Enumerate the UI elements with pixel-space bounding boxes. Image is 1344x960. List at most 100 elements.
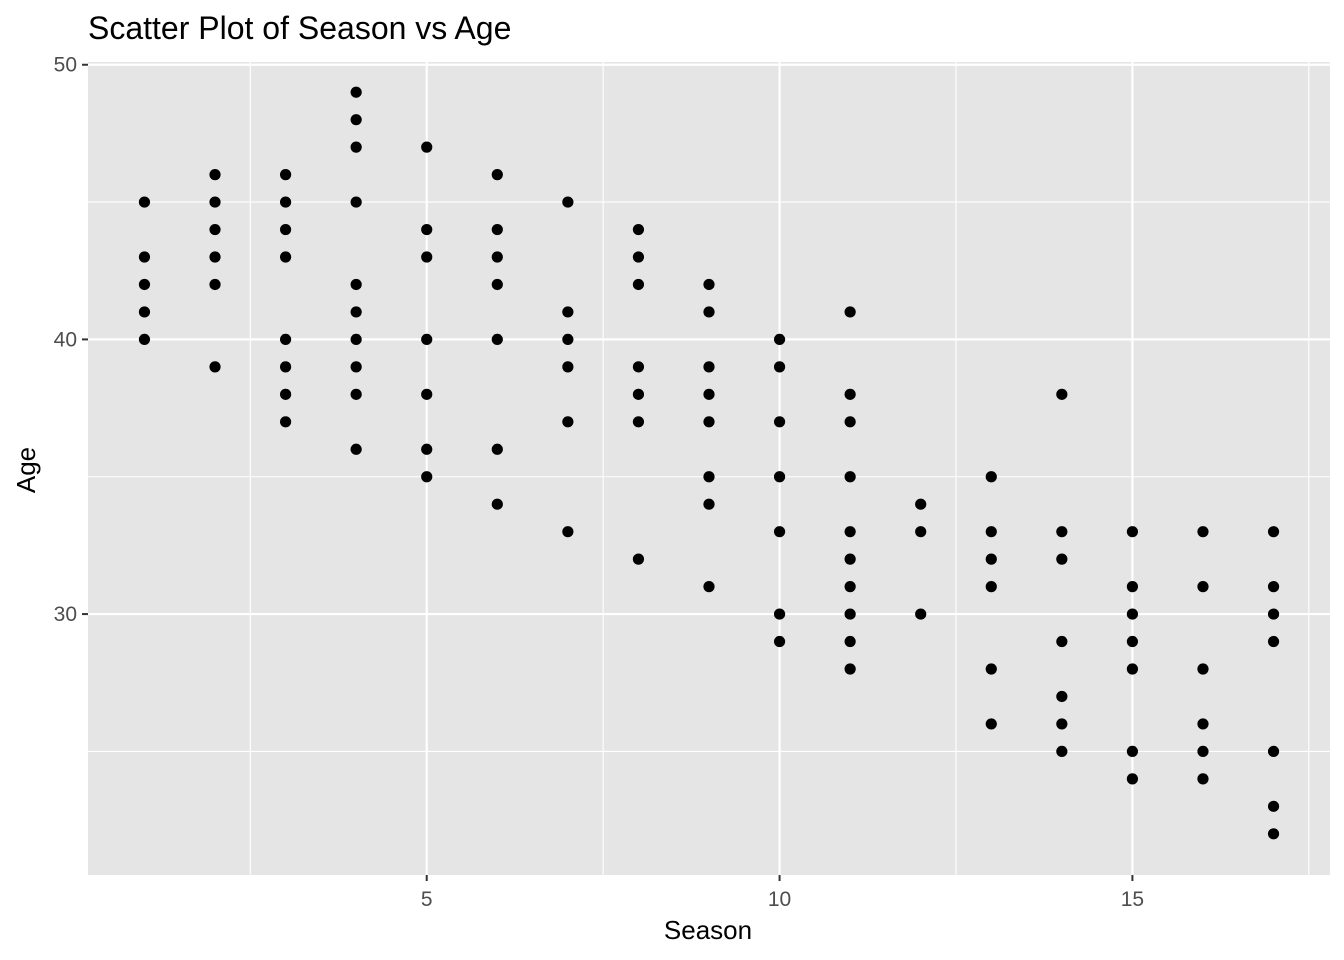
data-point	[844, 581, 856, 593]
data-point	[350, 306, 362, 318]
data-point	[209, 169, 221, 181]
data-point	[632, 278, 645, 291]
data-point	[985, 471, 997, 483]
data-point	[491, 251, 503, 263]
data-point	[1197, 773, 1209, 785]
data-point	[773, 333, 786, 346]
data-point	[1197, 526, 1209, 538]
major-gridlines	[88, 62, 1330, 875]
plot-panel	[88, 62, 1330, 875]
data-point	[1197, 663, 1209, 675]
data-point	[421, 471, 433, 483]
data-point	[915, 498, 927, 510]
data-point	[421, 443, 433, 455]
y-axis-label: Age	[11, 447, 41, 493]
data-point	[703, 278, 715, 291]
data-point	[985, 553, 997, 565]
data-point	[1197, 718, 1209, 730]
data-point	[1267, 800, 1280, 812]
y-tick-label: 40	[54, 328, 77, 351]
data-point	[562, 196, 574, 208]
data-point	[703, 416, 715, 428]
data-point	[421, 333, 433, 346]
data-point	[350, 278, 362, 291]
data-point	[350, 361, 362, 373]
data-point	[844, 416, 856, 428]
data-point	[985, 663, 997, 675]
data-point	[1056, 718, 1068, 730]
data-point	[279, 196, 292, 208]
data-point	[773, 361, 786, 373]
data-point	[209, 278, 221, 291]
data-point	[773, 608, 786, 620]
y-tick-label: 30	[54, 603, 77, 626]
data-point	[632, 223, 645, 236]
y-tick-label: 50	[54, 54, 77, 77]
data-point	[844, 663, 856, 675]
data-point	[915, 608, 927, 620]
data-point	[915, 526, 927, 538]
data-point	[632, 416, 645, 428]
data-point	[985, 718, 997, 730]
data-point	[844, 553, 856, 565]
data-point	[703, 581, 715, 593]
data-point	[1126, 773, 1139, 785]
data-point	[138, 333, 151, 346]
data-point	[491, 333, 503, 346]
data-point	[421, 141, 433, 153]
data-point	[279, 251, 292, 263]
data-point	[703, 306, 715, 318]
data-point	[421, 388, 433, 400]
data-point	[1056, 690, 1068, 703]
data-point	[632, 388, 645, 400]
data-point	[562, 526, 574, 538]
data-point	[844, 608, 856, 620]
data-point	[1267, 828, 1280, 840]
data-point	[1267, 635, 1280, 648]
data-point	[491, 223, 503, 236]
data-point	[491, 278, 503, 291]
data-point	[1056, 745, 1068, 758]
data-point	[1126, 526, 1139, 538]
data-point	[279, 333, 292, 346]
data-point	[1126, 635, 1139, 648]
data-point	[279, 416, 292, 428]
data-point	[138, 306, 151, 318]
data-point	[1126, 663, 1139, 675]
data-point	[491, 169, 503, 181]
data-point	[138, 196, 151, 208]
data-point	[1056, 526, 1068, 538]
data-point	[491, 498, 503, 510]
data-point	[209, 223, 221, 236]
data-point	[350, 388, 362, 400]
data-point	[1056, 553, 1068, 565]
data-point	[279, 361, 292, 373]
data-point	[1267, 526, 1280, 538]
data-point	[138, 251, 151, 263]
data-point	[844, 306, 856, 318]
data-point	[209, 196, 221, 208]
data-point	[279, 169, 292, 181]
data-point	[1267, 581, 1280, 593]
data-point	[350, 114, 362, 126]
data-point	[421, 223, 433, 236]
data-point	[844, 388, 856, 400]
data-point	[703, 361, 715, 373]
data-point	[1126, 745, 1139, 758]
data-point	[844, 635, 856, 648]
data-point	[1197, 745, 1209, 758]
data-point	[279, 388, 292, 400]
data-point	[491, 443, 503, 455]
data-point	[1197, 581, 1209, 593]
data-point	[632, 251, 645, 263]
data-point	[350, 443, 362, 455]
data-point	[632, 361, 645, 373]
data-points	[138, 86, 1280, 840]
x-tick-label: 10	[768, 888, 791, 911]
data-point	[1267, 608, 1280, 620]
data-point	[773, 471, 786, 483]
x-tick-label: 5	[421, 888, 433, 911]
data-point	[1267, 745, 1280, 758]
x-tick-label: 15	[1121, 888, 1144, 911]
